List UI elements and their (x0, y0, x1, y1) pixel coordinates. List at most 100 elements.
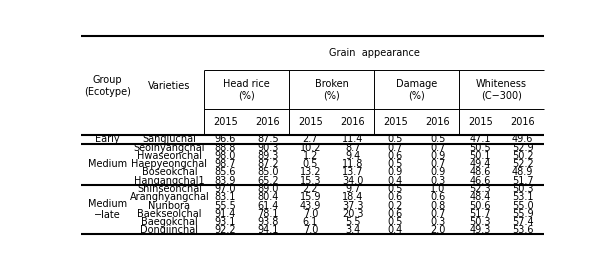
Text: 78.1: 78.1 (257, 209, 279, 219)
Text: Medium
−late: Medium −late (88, 199, 127, 220)
Text: 51.7: 51.7 (469, 209, 491, 219)
Text: 49.6: 49.6 (512, 135, 534, 144)
Text: 50.1: 50.1 (469, 151, 491, 161)
Text: Varieties: Varieties (148, 81, 191, 91)
Text: Boseokchal: Boseokchal (141, 168, 197, 177)
Text: 87.2: 87.2 (257, 159, 279, 169)
Text: 7.0: 7.0 (303, 225, 318, 235)
Text: 50.3: 50.3 (469, 217, 491, 227)
Text: 65.2: 65.2 (257, 176, 279, 186)
Text: Damage
(%): Damage (%) (396, 79, 437, 100)
Text: 3.4: 3.4 (345, 225, 361, 235)
Text: Dongjinchal: Dongjinchal (140, 225, 198, 235)
Text: 34.0: 34.0 (342, 176, 364, 186)
Text: 10.2: 10.2 (300, 143, 321, 153)
Text: Grain  appearance: Grain appearance (328, 48, 419, 58)
Text: 55.5: 55.5 (215, 200, 236, 210)
Text: 92.2: 92.2 (215, 225, 236, 235)
Text: Whiteness
(C−300): Whiteness (C−300) (476, 79, 527, 100)
Text: Hangangchal1: Hangangchal1 (134, 176, 205, 186)
Text: 6.1: 6.1 (303, 217, 318, 227)
Text: 50.2: 50.2 (512, 151, 534, 161)
Text: Early: Early (95, 135, 120, 144)
Text: 93.1: 93.1 (215, 217, 236, 227)
Text: 0.3: 0.3 (430, 217, 446, 227)
Text: Medium: Medium (88, 159, 127, 169)
Text: 48.4: 48.4 (470, 192, 491, 202)
Text: 1.0: 1.0 (430, 184, 446, 194)
Text: Sangjuchal: Sangjuchal (143, 135, 197, 144)
Text: 9.4: 9.4 (345, 151, 361, 161)
Text: Head rice
(%): Head rice (%) (223, 79, 270, 100)
Text: 0.7: 0.7 (430, 143, 446, 153)
Text: 0.5: 0.5 (388, 135, 403, 144)
Text: 55.0: 55.0 (512, 200, 534, 210)
Text: Baegokchal: Baegokchal (141, 217, 198, 227)
Text: 2.0: 2.0 (430, 225, 446, 235)
Text: 89.3: 89.3 (257, 151, 279, 161)
Text: 0.7: 0.7 (388, 143, 403, 153)
Text: Hwaseonchal: Hwaseonchal (137, 151, 202, 161)
Text: 2016: 2016 (510, 117, 535, 127)
Text: 93.8: 93.8 (257, 217, 279, 227)
Text: 0.6: 0.6 (388, 209, 403, 219)
Text: 0.6: 0.6 (388, 151, 403, 161)
Text: 13.7: 13.7 (342, 168, 364, 177)
Text: 0.5: 0.5 (388, 184, 403, 194)
Text: 50.5: 50.5 (469, 143, 491, 153)
Text: 11.8: 11.8 (342, 159, 364, 169)
Text: 7.0: 7.0 (303, 209, 318, 219)
Text: 0.6: 0.6 (430, 192, 446, 202)
Text: 0.5: 0.5 (388, 159, 403, 169)
Text: 11.4: 11.4 (342, 135, 364, 144)
Text: 0.8: 0.8 (430, 200, 446, 210)
Text: Nunbora: Nunbora (149, 200, 191, 210)
Text: 1.2: 1.2 (303, 151, 318, 161)
Text: 83.9: 83.9 (215, 176, 236, 186)
Text: 96.6: 96.6 (215, 135, 236, 144)
Text: 2016: 2016 (341, 117, 365, 127)
Text: 52.3: 52.3 (469, 184, 491, 194)
Text: 98.0: 98.0 (215, 151, 236, 161)
Text: 52.2: 52.2 (512, 159, 534, 169)
Text: 5.5: 5.5 (345, 217, 361, 227)
Text: 83.1: 83.1 (215, 192, 236, 202)
Text: 18.4: 18.4 (342, 192, 364, 202)
Text: 50.3: 50.3 (512, 184, 534, 194)
Text: 50.6: 50.6 (469, 200, 491, 210)
Text: 48.9: 48.9 (512, 168, 534, 177)
Text: 0.4: 0.4 (388, 225, 403, 235)
Text: 0.9: 0.9 (388, 168, 403, 177)
Text: 80.4: 80.4 (257, 192, 279, 202)
Text: 52.9: 52.9 (512, 143, 534, 153)
Text: 55.9: 55.9 (512, 209, 534, 219)
Text: Aranghyangchal: Aranghyangchal (130, 192, 209, 202)
Text: 89.0: 89.0 (257, 184, 279, 194)
Text: 2015: 2015 (298, 117, 323, 127)
Text: 37.3: 37.3 (342, 200, 364, 210)
Text: 0.6: 0.6 (388, 192, 403, 202)
Text: 8.7: 8.7 (345, 143, 361, 153)
Text: 90.3: 90.3 (257, 143, 279, 153)
Text: 53.1: 53.1 (512, 192, 534, 202)
Text: 20.3: 20.3 (342, 209, 364, 219)
Text: 87.5: 87.5 (257, 135, 279, 144)
Text: Seolhyangchal: Seolhyangchal (134, 143, 205, 153)
Text: 13.2: 13.2 (300, 168, 321, 177)
Text: 61.4: 61.4 (257, 200, 279, 210)
Text: 47.1: 47.1 (469, 135, 491, 144)
Text: 0.5: 0.5 (303, 159, 318, 169)
Text: 2.2: 2.2 (303, 184, 318, 194)
Text: 15.3: 15.3 (300, 176, 321, 186)
Text: 91.4: 91.4 (215, 209, 236, 219)
Text: 9.7: 9.7 (345, 184, 361, 194)
Text: Broken
(%): Broken (%) (315, 79, 348, 100)
Text: 97.0: 97.0 (215, 184, 236, 194)
Text: 0.5: 0.5 (388, 217, 403, 227)
Text: 0.7: 0.7 (430, 159, 446, 169)
Text: 0.2: 0.2 (388, 200, 403, 210)
Text: Haepyeongchal: Haepyeongchal (132, 159, 208, 169)
Text: 57.4: 57.4 (512, 217, 534, 227)
Text: 2.7: 2.7 (303, 135, 318, 144)
Text: 2015: 2015 (213, 117, 238, 127)
